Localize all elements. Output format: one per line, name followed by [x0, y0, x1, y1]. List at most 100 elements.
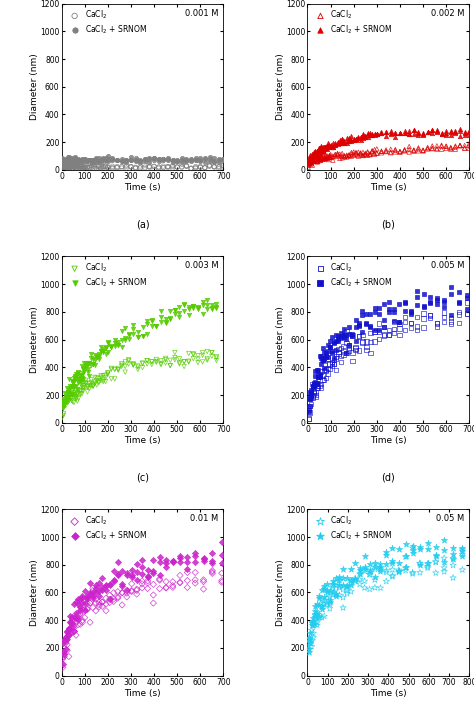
Point [323, 599, 331, 611]
Point [304, 156, 312, 167]
Point [316, 590, 323, 601]
Point [336, 150, 344, 162]
Point [337, 350, 345, 362]
Point [339, 563, 347, 575]
Point [452, 126, 459, 137]
Point [102, 161, 109, 172]
Point [396, 329, 403, 340]
Point [150, 578, 157, 590]
Point [95, 155, 102, 167]
Point [357, 147, 365, 159]
Point [351, 576, 359, 587]
Point [343, 347, 350, 358]
Point [81, 597, 89, 608]
Point [99, 581, 106, 593]
Point [176, 358, 183, 370]
Point [125, 334, 132, 345]
Point [73, 395, 81, 407]
Point [109, 152, 116, 164]
Point [305, 158, 313, 169]
Point [118, 335, 126, 346]
Point [61, 400, 68, 411]
Point [156, 569, 164, 581]
Point [332, 345, 340, 356]
Point [81, 162, 89, 173]
Point [75, 376, 82, 388]
Point [104, 337, 112, 348]
Point [209, 547, 216, 558]
Point [419, 144, 427, 156]
Point [218, 575, 226, 586]
Point [97, 341, 105, 352]
Point [368, 128, 376, 139]
Point [309, 148, 317, 159]
Point [155, 162, 163, 173]
Point [387, 144, 394, 155]
Point [447, 125, 455, 137]
Point [162, 576, 170, 587]
Point [86, 161, 93, 172]
Point [129, 328, 137, 340]
Point [377, 563, 384, 574]
Point [109, 163, 116, 174]
Point [65, 162, 73, 173]
Point [366, 129, 374, 140]
Point [440, 534, 448, 546]
Point [133, 558, 140, 570]
Point [73, 383, 81, 395]
Point [65, 154, 73, 165]
Point [90, 157, 98, 168]
Legend: CaCl$_2$, CaCl$_2$ + SRNOM: CaCl$_2$, CaCl$_2$ + SRNOM [65, 260, 148, 290]
Point [118, 358, 126, 370]
Point [171, 304, 179, 315]
Point [361, 566, 368, 577]
Point [402, 551, 410, 563]
Point [401, 128, 408, 139]
Point [306, 153, 313, 164]
Point [368, 129, 376, 140]
Point [70, 372, 78, 383]
Point [364, 146, 371, 157]
Point [317, 382, 325, 393]
Point [63, 383, 71, 394]
Point [307, 149, 314, 161]
Point [79, 597, 86, 608]
Text: (b): (b) [382, 220, 395, 230]
Point [330, 337, 337, 348]
Point [185, 309, 192, 320]
Point [203, 299, 211, 310]
Point [355, 330, 363, 342]
Point [133, 583, 140, 595]
Point [73, 160, 81, 172]
X-axis label: Time (s): Time (s) [124, 183, 161, 192]
Point [137, 155, 144, 167]
Point [74, 153, 82, 164]
Point [70, 161, 78, 172]
Point [90, 159, 98, 170]
Point [447, 142, 455, 153]
Point [60, 160, 67, 172]
Point [68, 614, 76, 626]
Point [77, 378, 84, 390]
Point [401, 127, 408, 138]
Point [73, 157, 81, 169]
Point [343, 585, 351, 596]
Point [357, 131, 365, 142]
Point [61, 395, 68, 407]
Point [424, 543, 431, 555]
Point [192, 161, 200, 172]
Point [70, 161, 78, 172]
Point [95, 164, 102, 175]
Point [312, 154, 319, 166]
Point [424, 127, 431, 138]
Point [144, 564, 151, 576]
Point [102, 160, 109, 172]
Point [68, 160, 76, 172]
Point [308, 153, 316, 164]
Point [156, 556, 164, 568]
Point [176, 357, 183, 368]
Point [305, 643, 312, 654]
Point [311, 155, 319, 167]
Point [74, 161, 82, 172]
Legend: CaCl$_2$, CaCl$_2$ + SRNOM: CaCl$_2$, CaCl$_2$ + SRNOM [65, 7, 148, 37]
